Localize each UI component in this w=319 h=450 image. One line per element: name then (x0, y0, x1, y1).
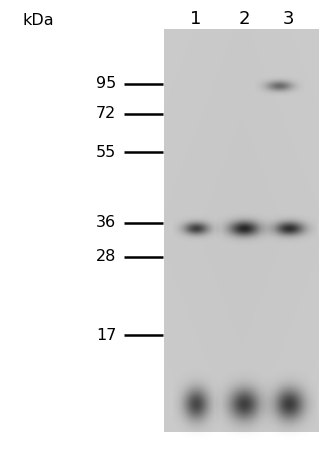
Text: 17: 17 (96, 328, 116, 343)
Text: 36: 36 (96, 215, 116, 230)
Text: 2: 2 (238, 10, 250, 28)
Text: 55: 55 (96, 144, 116, 160)
Text: kDa: kDa (22, 13, 54, 28)
Text: 3: 3 (283, 10, 294, 28)
Text: 72: 72 (96, 106, 116, 122)
Text: 1: 1 (190, 10, 202, 28)
Text: 95: 95 (96, 76, 116, 91)
Text: 28: 28 (96, 249, 116, 264)
